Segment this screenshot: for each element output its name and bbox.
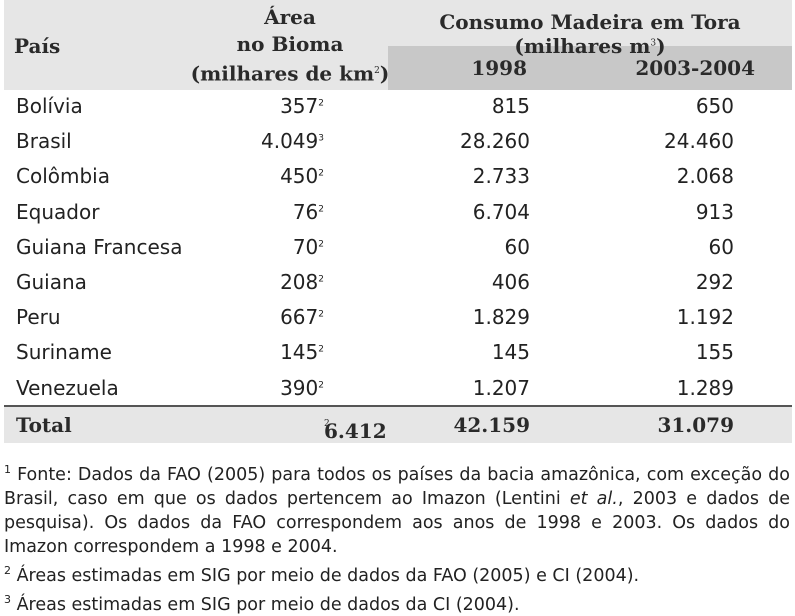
column-header-1998: 1998 bbox=[471, 56, 527, 80]
cell-1998: 1.207 bbox=[472, 375, 530, 400]
area-line-2: no Bioma bbox=[236, 32, 344, 56]
cell-pais: Venezuela bbox=[16, 375, 119, 400]
cell-area: 2082 bbox=[280, 269, 324, 294]
cell-2003-2004: 292 bbox=[695, 269, 734, 294]
cell-pais: Brasil bbox=[16, 129, 72, 154]
cell-2003-2004: 1.289 bbox=[676, 375, 734, 400]
table-row: Guiana 2082 406 292 bbox=[4, 266, 792, 301]
table-row: Guiana Francesa 702 60 60 bbox=[4, 231, 792, 266]
total-label: Total bbox=[16, 413, 72, 437]
header-left-background bbox=[4, 0, 388, 90]
table-row: Colômbia 4502 2.733 2.068 bbox=[4, 160, 792, 195]
cell-pais: Guiana Francesa bbox=[16, 234, 183, 259]
total-2003-2004: 31.079 bbox=[657, 413, 734, 437]
column-header-consumo: Consumo Madeira em Tora (milhares m3) bbox=[439, 10, 741, 58]
column-header-pais: País bbox=[14, 34, 61, 58]
cell-area: 3572 bbox=[280, 94, 324, 118]
footnotes: 1 Fonte: Dados da FAO (2005) para todos … bbox=[4, 458, 790, 616]
area-line-1: Área bbox=[264, 5, 316, 29]
cell-1998: 6.704 bbox=[472, 199, 530, 224]
cell-1998: 815 bbox=[491, 94, 530, 118]
table-row: Suriname 1452 145 155 bbox=[4, 336, 792, 371]
cell-area: 762 bbox=[292, 199, 324, 224]
cell-2003-2004: 2.068 bbox=[676, 164, 734, 189]
table-body: Bolívia 3572 815 650 Brasil 4.0493 28.260 24.46… bbox=[4, 90, 792, 407]
table-row: Brasil 4.0493 28.260 24.460 bbox=[4, 125, 792, 160]
table-row: Bolívia 3572 815 650 bbox=[4, 90, 792, 125]
cell-pais: Equador bbox=[16, 199, 100, 224]
cell-2003-2004: 913 bbox=[695, 199, 734, 224]
cell-pais: Colômbia bbox=[16, 164, 110, 189]
cell-pais: Suriname bbox=[16, 340, 112, 365]
cell-area: 6672 bbox=[280, 305, 324, 330]
cell-2003-2004: 155 bbox=[695, 340, 734, 365]
cell-area: 702 bbox=[292, 234, 324, 259]
cell-area: 4.0493 bbox=[261, 129, 324, 154]
footnote-1: 1 Fonte: Dados da FAO (2005) para todos … bbox=[4, 463, 791, 557]
column-header-2003-2004: 2003-2004 bbox=[635, 56, 755, 80]
cell-1998: 60 bbox=[504, 234, 530, 259]
header-years-background bbox=[388, 46, 792, 90]
footnote-2: 2 Áreas estimadas em SIG por meio de dad… bbox=[4, 563, 640, 586]
cell-2003-2004: 650 bbox=[695, 94, 734, 118]
table-row: Peru 6672 1.829 1.192 bbox=[4, 301, 792, 336]
table-total-row: Total 6.412 2 42.159 31.079 bbox=[4, 405, 792, 443]
cell-area: 3902 bbox=[280, 375, 324, 400]
table-row: Equador 762 6.704 913 bbox=[4, 196, 792, 231]
cell-2003-2004: 1.192 bbox=[676, 305, 734, 330]
cell-pais: Peru bbox=[16, 305, 61, 330]
cell-pais: Bolívia bbox=[16, 94, 83, 118]
header-consumo-background bbox=[388, 0, 792, 46]
cell-1998: 145 bbox=[491, 340, 530, 365]
cell-pais: Guiana bbox=[16, 269, 87, 294]
total-1998: 42.159 bbox=[453, 413, 530, 437]
cell-area: 1452 bbox=[280, 340, 324, 365]
cell-1998: 1.829 bbox=[472, 305, 530, 330]
cell-2003-2004: 24.460 bbox=[664, 129, 734, 154]
table-row: Venezuela 3902 1.207 1.289 bbox=[4, 372, 792, 407]
cell-1998: 28.260 bbox=[460, 129, 530, 154]
cell-1998: 2.733 bbox=[472, 164, 530, 189]
cell-1998: 406 bbox=[491, 269, 530, 294]
footnote-3: 3 Áreas estimadas em SIG por meio de dad… bbox=[4, 592, 520, 615]
column-header-area: Área no Bioma (milhares de km2) bbox=[190, 4, 390, 88]
cell-area: 4502 bbox=[280, 164, 324, 189]
area-line-3: (milhares de km2) bbox=[190, 61, 390, 86]
cell-2003-2004: 60 bbox=[708, 234, 734, 259]
